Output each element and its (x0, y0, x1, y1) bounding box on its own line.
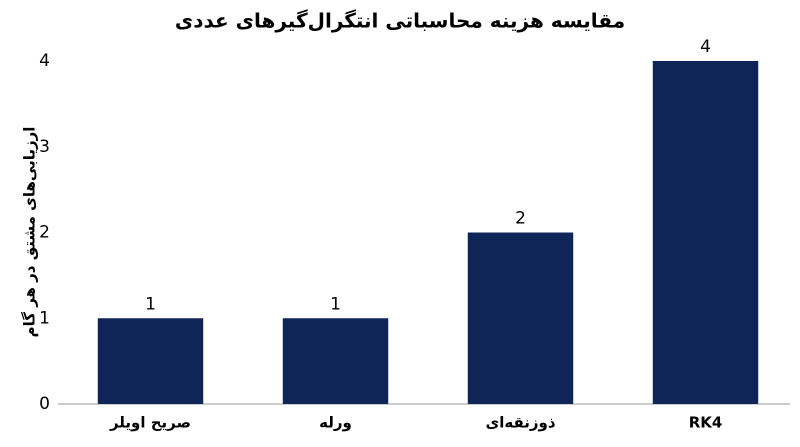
y-tick-label: 2 (39, 223, 50, 243)
y-tick-label: 4 (39, 51, 50, 71)
x-tick-label: صریح اویلر (109, 414, 191, 432)
value-label: 2 (515, 209, 526, 229)
y-tick-label: 0 (39, 394, 50, 414)
x-tick-label: ورله (319, 414, 352, 432)
bar (282, 318, 389, 404)
y-axis-label: ارزیابی‌های مشتق در هر گام (21, 127, 39, 338)
bar (97, 318, 204, 404)
chart-title: مقایسه هزینه محاسباتی انتگرال‌گیرهای عدد… (175, 9, 625, 33)
y-tick-label: 3 (39, 137, 50, 157)
x-tick-label: ذوزنقه‌ای (485, 414, 555, 432)
value-label: 1 (145, 294, 156, 314)
x-tick-label: RK4 (689, 414, 723, 432)
value-label: 1 (330, 294, 341, 314)
bar (467, 232, 574, 404)
value-label: 4 (700, 37, 711, 57)
y-tick-label: 1 (39, 308, 50, 328)
bar (652, 61, 759, 404)
